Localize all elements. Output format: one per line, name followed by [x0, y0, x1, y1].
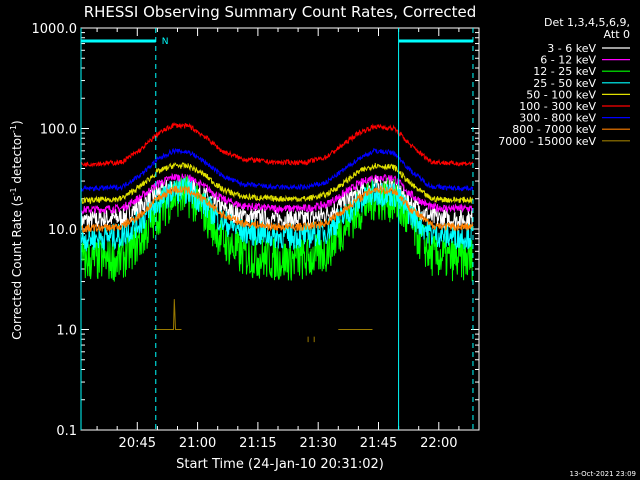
y-tick-label: 0.1 [56, 424, 77, 439]
y-tick-label: 1.0 [56, 324, 77, 339]
x-tick-label: 21:30 [299, 436, 336, 451]
chart-title: RHESSI Observing Summary Count Rates, Co… [84, 3, 477, 21]
series-12-25-kev-line [80, 175, 474, 282]
x-tick-label: 21:15 [239, 436, 276, 451]
x-tick-label: 21:45 [360, 436, 397, 451]
y-tick-label: 10.0 [48, 223, 77, 238]
legend-header-line1: Det 1,3,4,5,6,9, [544, 16, 630, 29]
legend-label: 6 - 12 keV [540, 54, 596, 67]
series-6-12-kev-line [80, 172, 474, 215]
legend-label: 3 - 6 keV [547, 42, 596, 55]
x-axis-label: Start Time (24-Jan-10 20:31:02) [176, 457, 384, 472]
plot-area: 0.1 1.0 10.0 100.0 1000.0 20:45 21:00 21:15 21:3… [32, 22, 480, 451]
series-300-800-kev-line [81, 147, 474, 193]
legend-label: 25 - 50 keV [533, 77, 596, 90]
legend-label: 12 - 25 keV [533, 65, 596, 78]
night-marker-label: N [162, 37, 169, 47]
series-50-100-kev-line [80, 162, 474, 205]
legend-label: 50 - 100 keV [526, 88, 596, 101]
legend-label: 7000 - 15000 keV [498, 135, 596, 148]
series-800-7000-kev-line [80, 185, 474, 234]
legend-label: 100 - 300 keV [519, 100, 596, 113]
legend-header-line2: Att 0 [604, 28, 630, 41]
x-tick-label: 20:45 [119, 436, 156, 451]
y-axis-label: Corrected Count Rate (s-1 detector-1) [9, 120, 24, 339]
x-tick-label: 22:00 [420, 436, 457, 451]
series-100-300-kev-line [80, 121, 474, 168]
y-tick-label: 100.0 [40, 123, 77, 138]
series-3-6-kev-line [80, 175, 474, 232]
timestamp: 13-Oct-2021 23:09 [570, 470, 636, 478]
legend-label: 300 - 800 keV [519, 112, 596, 125]
y-tick-label: 1000.0 [32, 22, 78, 37]
series-7000-15000-kev-line [154, 299, 182, 330]
x-tick-label: 21:00 [179, 436, 216, 451]
legend-label: 800 - 7000 keV [512, 123, 596, 136]
